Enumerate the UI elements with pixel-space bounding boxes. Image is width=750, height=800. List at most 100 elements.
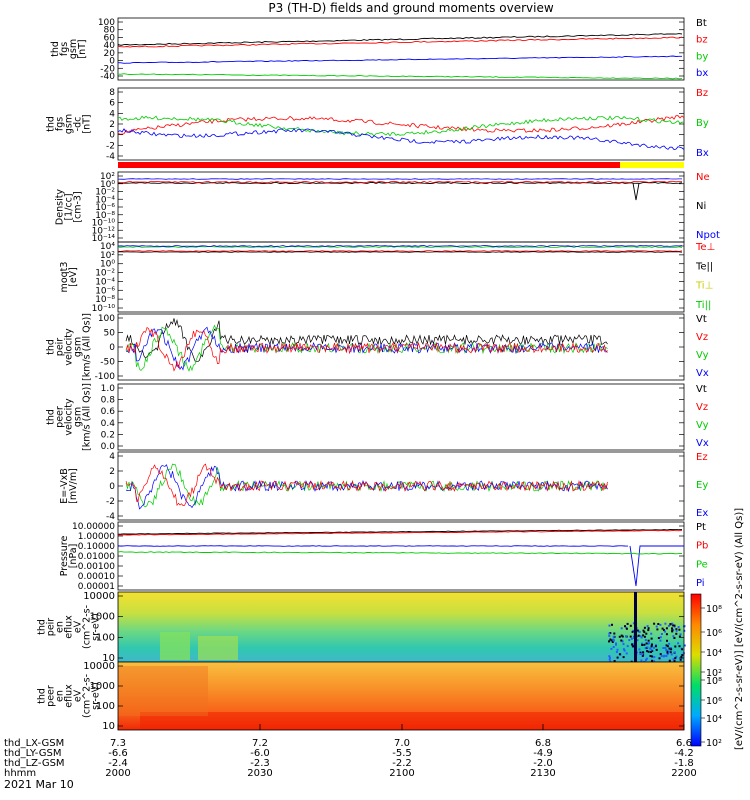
legend-entry: Vt <box>696 314 707 325</box>
x-tick-label: 7.0 <box>394 738 410 749</box>
spectrogram-noise-pixel <box>609 638 612 641</box>
panel-frame <box>117 87 685 161</box>
y-tick-label: -100 <box>95 372 116 382</box>
spectrogram-noise-pixel <box>640 636 643 639</box>
y-axis-label: thd <box>46 339 57 355</box>
x-tick-label: 6.8 <box>535 738 551 749</box>
spectrogram-noise-pixel <box>620 634 623 637</box>
spectrogram-noise-pixel <box>670 653 673 656</box>
spectrogram-noise-pixel <box>675 628 678 631</box>
y-tick-label: 0.00001 <box>78 582 115 592</box>
spectrogram-patch <box>198 636 238 660</box>
spectrogram-noise-pixel <box>622 643 625 646</box>
spectrogram-noise-pixel <box>615 643 617 646</box>
spectrogram-noise-pixel <box>671 627 673 630</box>
spectrogram-noise-pixel <box>631 630 634 633</box>
spectrogram-noise-pixel <box>622 656 625 659</box>
spectrogram-noise-pixel <box>608 655 611 658</box>
trace-Bz <box>117 115 685 135</box>
spectrogram-noise-pixel <box>653 646 655 649</box>
legend-entry: Bz <box>696 88 708 99</box>
spectrogram-noise-pixel <box>650 632 653 635</box>
spectrogram-noise-pixel <box>671 629 674 632</box>
y-tick-label: 100 <box>96 632 115 643</box>
spectrogram-noise-pixel <box>645 642 648 645</box>
spectrogram-noise-pixel <box>612 646 615 648</box>
spectrogram-noise-pixel <box>621 640 624 643</box>
y-axis-label: gsm <box>73 407 84 427</box>
y-axis-label: [km/s (All Qs)] <box>82 383 93 451</box>
y-axis-label: fgs <box>59 42 70 56</box>
y-axis-label: Density <box>55 189 66 225</box>
pressure-dip <box>629 545 684 587</box>
spectrogram-noise-pixel <box>608 640 610 643</box>
spectrogram-noise-pixel <box>643 631 646 634</box>
legend-entry: by <box>696 51 708 62</box>
x-tick-label: 6.6 <box>676 738 692 749</box>
x-tick-label: -2.2 <box>392 758 412 769</box>
y-axis-label: eflux <box>64 615 75 639</box>
y-tick-label: 10⁻⁸ <box>95 295 115 305</box>
spectrogram-noise-pixel <box>610 639 613 642</box>
spectrogram-noise-pixel <box>655 648 658 651</box>
spectrogram-noise-pixel <box>650 645 653 648</box>
y-tick-label: 0.8 <box>101 396 116 406</box>
spectrogram-noise-pixel <box>681 654 684 657</box>
y-axis-label: [nT] <box>82 114 93 133</box>
spectrogram-noise-pixel <box>656 628 659 631</box>
y-axis-label: sr-eV) <box>91 613 102 641</box>
panel-frame <box>117 17 685 81</box>
legend-entry: Ez <box>696 452 708 463</box>
legend-entry: bx <box>696 68 708 79</box>
y-axis-label: fgs <box>55 117 66 131</box>
spectrogram-noise-pixel <box>650 651 652 653</box>
x-tick-label: -1.8 <box>674 758 694 769</box>
spectrogram-noise-pixel <box>650 648 653 651</box>
spectrogram-noise-pixel <box>647 650 650 653</box>
spectrogram-noise-pixel <box>678 635 681 638</box>
spectrogram-noise-pixel <box>677 626 680 628</box>
y-tick-label: 0.00010 <box>78 572 115 582</box>
trace-Te-perp <box>117 250 683 252</box>
colorbar-tick-label: 10⁸ <box>706 604 722 615</box>
colorbar-tick-label: 10⁸ <box>706 676 722 687</box>
spectrogram-noise-pixel <box>669 651 672 654</box>
x-row-label: hhmm <box>4 768 36 779</box>
spectrogram-noise-pixel <box>647 627 650 630</box>
trace-Pt <box>117 528 683 535</box>
y-tick-label: 0 <box>109 57 115 67</box>
y-tick-label: 10 <box>102 653 115 664</box>
y-tick-label: 0.00100 <box>78 562 115 572</box>
y-tick-label: 0.2 <box>101 430 115 440</box>
y-axis-label: [mV/m] <box>68 468 79 504</box>
y-axis-label: eflux <box>64 684 75 708</box>
y-axis-label: eV <box>73 620 84 633</box>
spectrogram-noise-pixel <box>664 630 666 633</box>
spectrogram-noise-pixel <box>608 624 611 627</box>
y-axis-label: thd <box>37 688 48 704</box>
spectrogram-noise-pixel <box>639 635 642 638</box>
y-tick-label: 10000 <box>83 661 115 672</box>
spectrogram-noise-pixel <box>638 648 641 651</box>
spectrogram-noise-pixel <box>637 634 640 637</box>
spectrogram-noise-pixel <box>657 637 660 639</box>
x-tick-label: -2.3 <box>250 758 270 769</box>
y-tick-label: 4 <box>109 109 115 119</box>
colorbar-gradient <box>690 593 702 747</box>
spectrogram-noise-pixel <box>642 629 645 632</box>
legend-entry: Ni <box>696 201 706 212</box>
x-tick-label: -6.0 <box>250 748 270 759</box>
y-axis-label: [nT] <box>77 39 88 58</box>
spectrogram-noise-pixel <box>620 639 623 642</box>
legend-entry: Ex <box>696 508 708 519</box>
spectrogram-noise-pixel <box>636 639 639 642</box>
trace-Pi <box>117 545 629 547</box>
trace-Npot <box>117 178 682 180</box>
spectrogram-noise-pixel <box>662 647 665 649</box>
spectrogram-noise-pixel <box>646 625 649 628</box>
mode-bar-fast <box>620 162 684 168</box>
spectrogram-noise-pixel <box>638 630 641 633</box>
spectrogram-noise-pixel <box>640 659 643 662</box>
trace-by <box>118 73 683 80</box>
